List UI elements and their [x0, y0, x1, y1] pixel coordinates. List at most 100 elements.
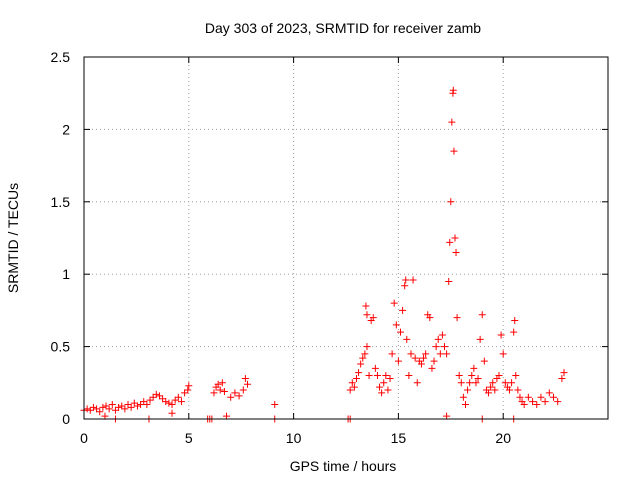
data-point	[96, 408, 104, 416]
data-point	[362, 302, 370, 310]
data-point	[133, 402, 141, 410]
data-point	[218, 379, 226, 387]
data-point	[174, 393, 182, 401]
data-point	[108, 401, 116, 409]
data-point	[223, 412, 231, 420]
data-point	[430, 357, 438, 365]
data-point	[487, 383, 495, 391]
data-point	[231, 389, 239, 397]
data-point	[102, 402, 110, 410]
y-tick-label: 2.5	[51, 49, 71, 65]
data-point	[373, 372, 381, 380]
data-point	[529, 398, 537, 406]
data-point	[550, 393, 558, 401]
tick-label-layer: 0 5 10 15 20 0 0.5 1 1.5 2 2.5	[51, 49, 512, 446]
data-point	[558, 374, 566, 382]
data-point	[501, 379, 509, 387]
data-point	[512, 372, 520, 380]
data-point	[541, 398, 549, 406]
data-point	[537, 393, 545, 401]
data-point	[476, 335, 484, 343]
data-point	[105, 405, 113, 413]
data-point	[452, 248, 460, 256]
data-point	[466, 379, 474, 387]
data-point	[392, 321, 400, 329]
y-tick-label: 0.5	[51, 339, 71, 355]
data-point	[99, 403, 107, 411]
data-point	[355, 369, 363, 377]
data-point	[216, 386, 224, 394]
tick-layer	[83, 56, 608, 420]
data-point	[361, 350, 369, 358]
data-point	[451, 234, 459, 242]
data-point	[140, 398, 148, 406]
data-point	[384, 386, 392, 394]
data-point	[480, 357, 488, 365]
data-point	[168, 401, 176, 409]
data-points-layer	[80, 86, 568, 423]
plot-frame	[83, 56, 609, 420]
data-point	[93, 405, 101, 413]
data-point	[432, 343, 440, 351]
data-point	[459, 393, 467, 401]
data-point	[239, 386, 247, 394]
grid-layer	[84, 57, 608, 419]
data-point	[101, 412, 109, 420]
data-point	[214, 380, 222, 388]
x-tick-label: 10	[286, 430, 302, 446]
data-point	[516, 393, 524, 401]
data-point	[121, 405, 129, 413]
data-point	[495, 372, 503, 380]
y-tick-label: 0	[62, 411, 70, 427]
data-point	[149, 393, 157, 401]
data-point	[390, 299, 398, 307]
data-point	[447, 198, 455, 206]
x-axis-label: GPS time / hours	[290, 458, 397, 474]
data-point	[235, 392, 243, 400]
data-point	[401, 282, 409, 290]
data-point	[524, 393, 532, 401]
data-point	[243, 380, 251, 388]
data-point	[394, 357, 402, 365]
data-point	[403, 335, 411, 343]
data-point	[520, 401, 528, 409]
data-point	[386, 374, 394, 382]
data-point	[83, 405, 91, 413]
data-point	[155, 392, 163, 400]
data-point	[491, 386, 499, 394]
data-point	[177, 398, 185, 406]
data-point	[449, 86, 457, 94]
data-point	[165, 399, 173, 407]
data-point	[478, 311, 486, 319]
chart-title: Day 303 of 2023, SRMTID for receiver zam…	[205, 20, 481, 36]
data-point	[499, 350, 507, 358]
data-point	[210, 389, 218, 397]
data-point	[453, 314, 461, 322]
data-point	[371, 364, 379, 372]
data-point	[137, 401, 145, 409]
x-tick-label: 15	[391, 430, 407, 446]
data-point	[152, 390, 160, 398]
data-point	[363, 311, 371, 319]
data-point	[227, 393, 235, 401]
data-point	[127, 403, 135, 411]
data-point	[441, 343, 449, 351]
data-point	[489, 379, 497, 387]
data-point	[468, 372, 476, 380]
data-point	[485, 389, 493, 397]
data-point	[184, 386, 192, 394]
y-tick-label: 1	[62, 266, 70, 282]
x-tick-label: 20	[495, 430, 511, 446]
data-point	[461, 401, 469, 409]
data-point	[422, 350, 430, 358]
data-point	[130, 399, 138, 407]
data-point	[89, 403, 97, 411]
data-point	[382, 372, 390, 380]
data-point	[554, 398, 562, 406]
x-tick-label: 0	[80, 430, 88, 446]
data-point	[86, 406, 94, 414]
data-point	[159, 395, 167, 403]
data-point	[378, 389, 386, 397]
